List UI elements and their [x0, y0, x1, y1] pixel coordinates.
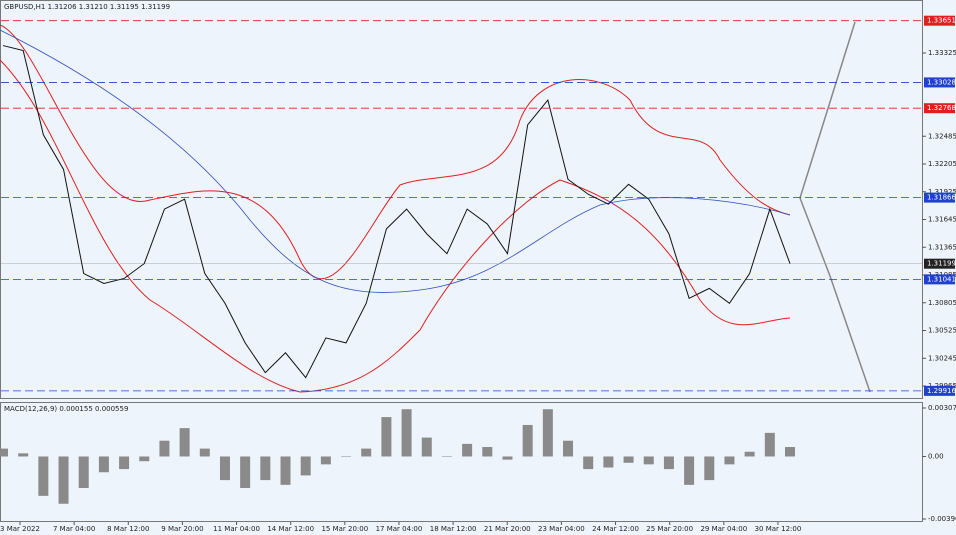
- main-panel: [0, 0, 923, 399]
- date-label: 14 Mar 12:00: [267, 525, 314, 533]
- level-label: 1.31041: [927, 275, 956, 283]
- price-line: [2, 45, 791, 379]
- date-label: 17 Mar 04:00: [376, 525, 423, 533]
- macd-bar: [583, 456, 594, 470]
- level-tag: [924, 274, 955, 285]
- macd-bar: [663, 456, 674, 470]
- macd-bar: [724, 456, 735, 465]
- macd-bar: [361, 448, 372, 457]
- macd-bar: [219, 456, 230, 481]
- current-label: 1.31199: [927, 260, 956, 268]
- macd-bar: [563, 440, 574, 457]
- macd-bar: [401, 409, 412, 457]
- level-label: 1.33028: [927, 78, 956, 86]
- macd-bar: [421, 437, 432, 457]
- level-label: 1.31866: [927, 194, 956, 202]
- macd-bar: [260, 456, 271, 481]
- projection-arrows: [799, 21, 871, 393]
- macd-tick-label: 0.00: [928, 452, 944, 460]
- macd-bar: [482, 447, 493, 457]
- macd-bar: [603, 456, 614, 468]
- price-tick-label: 1.31925: [928, 188, 956, 196]
- macd-bar: [179, 428, 190, 457]
- date-label: 24 Mar 12:00: [592, 525, 639, 533]
- macd-bar: [119, 456, 130, 470]
- date-label: 9 Mar 20:00: [161, 525, 203, 533]
- date-label: 3 Mar 2022: [0, 525, 40, 533]
- bollinger-lower: [0, 59, 791, 393]
- macd-bar: [643, 456, 654, 465]
- date-label: 18 Mar 12:00: [430, 525, 477, 533]
- level-tag: [924, 15, 955, 26]
- macd-bar: [199, 448, 210, 457]
- bollinger-upper: [0, 24, 791, 280]
- date-label: 23 Mar 04:00: [538, 525, 585, 533]
- level-tag: [924, 77, 955, 88]
- price-tick-label: 1.31645: [928, 216, 956, 224]
- level-tag: [924, 385, 955, 396]
- macd-bar: [764, 432, 775, 457]
- level-tag: [924, 103, 955, 114]
- level-label: 1.29916: [927, 387, 956, 395]
- macd-bar: [98, 456, 109, 473]
- macd-bar: [159, 440, 170, 457]
- date-label: 11 Mar 04:00: [213, 525, 260, 533]
- macd-bar: [280, 456, 291, 485]
- date-label: 21 Mar 20:00: [484, 525, 531, 533]
- current-tag: [924, 258, 955, 269]
- level-tag: [924, 192, 955, 203]
- macd-tick-label: -0.003968: [928, 515, 956, 523]
- macd-bar: [300, 456, 311, 476]
- macd-bar: [542, 409, 553, 457]
- macd-bar: [381, 417, 392, 457]
- date-label: 15 Mar 20:00: [321, 525, 368, 533]
- macd-tick-label: 0.003077: [928, 404, 956, 412]
- macd-panel: [0, 402, 923, 522]
- date-label: 7 Mar 04:00: [53, 525, 95, 533]
- macd-bar: [704, 456, 715, 481]
- macd-bar: [744, 451, 755, 457]
- price-tick-label: 1.30525: [928, 327, 956, 335]
- date-label: 29 Mar 04:00: [700, 525, 747, 533]
- macd-bar: [58, 456, 69, 504]
- price-tick-label: 1.33325: [928, 49, 956, 57]
- price-tick-label: 1.32485: [928, 132, 956, 140]
- macd-bar: [240, 456, 251, 488]
- macd-bar: [462, 443, 473, 457]
- macd-bar: [623, 456, 634, 463]
- macd-bar: [139, 456, 150, 462]
- price-tick-label: 1.32205: [928, 160, 956, 168]
- level-label: 1.33651: [927, 17, 956, 25]
- macd-bar: [684, 456, 695, 485]
- macd-bar: [18, 453, 29, 457]
- date-label: 25 Mar 20:00: [646, 525, 693, 533]
- price-tick-label: 1.30805: [928, 299, 956, 307]
- macd-bar: [38, 456, 49, 496]
- level-label: 1.32768: [927, 104, 956, 112]
- macd-bar: [441, 456, 452, 457]
- macd-bar: [785, 447, 795, 457]
- macd-bar: [502, 456, 513, 460]
- price-tick-label: 1.31365: [928, 243, 956, 251]
- date-label: 8 Mar 12:00: [107, 525, 149, 533]
- price-tick-label: 1.30245: [928, 354, 956, 362]
- date-label: 30 Mar 12:00: [755, 525, 802, 533]
- macd-bar: [522, 424, 533, 457]
- macd-bar: [0, 448, 8, 457]
- macd-label: MACD(12,26,9) 0.000155 0.000559: [4, 405, 128, 413]
- macd-bar: [341, 456, 352, 457]
- macd-bar: [320, 456, 331, 465]
- macd-bar: [78, 456, 89, 488]
- moving-average: [0, 29, 791, 293]
- header: GBPUSD,H1 1.31206 1.31210 1.31195 1.3119…: [4, 3, 170, 11]
